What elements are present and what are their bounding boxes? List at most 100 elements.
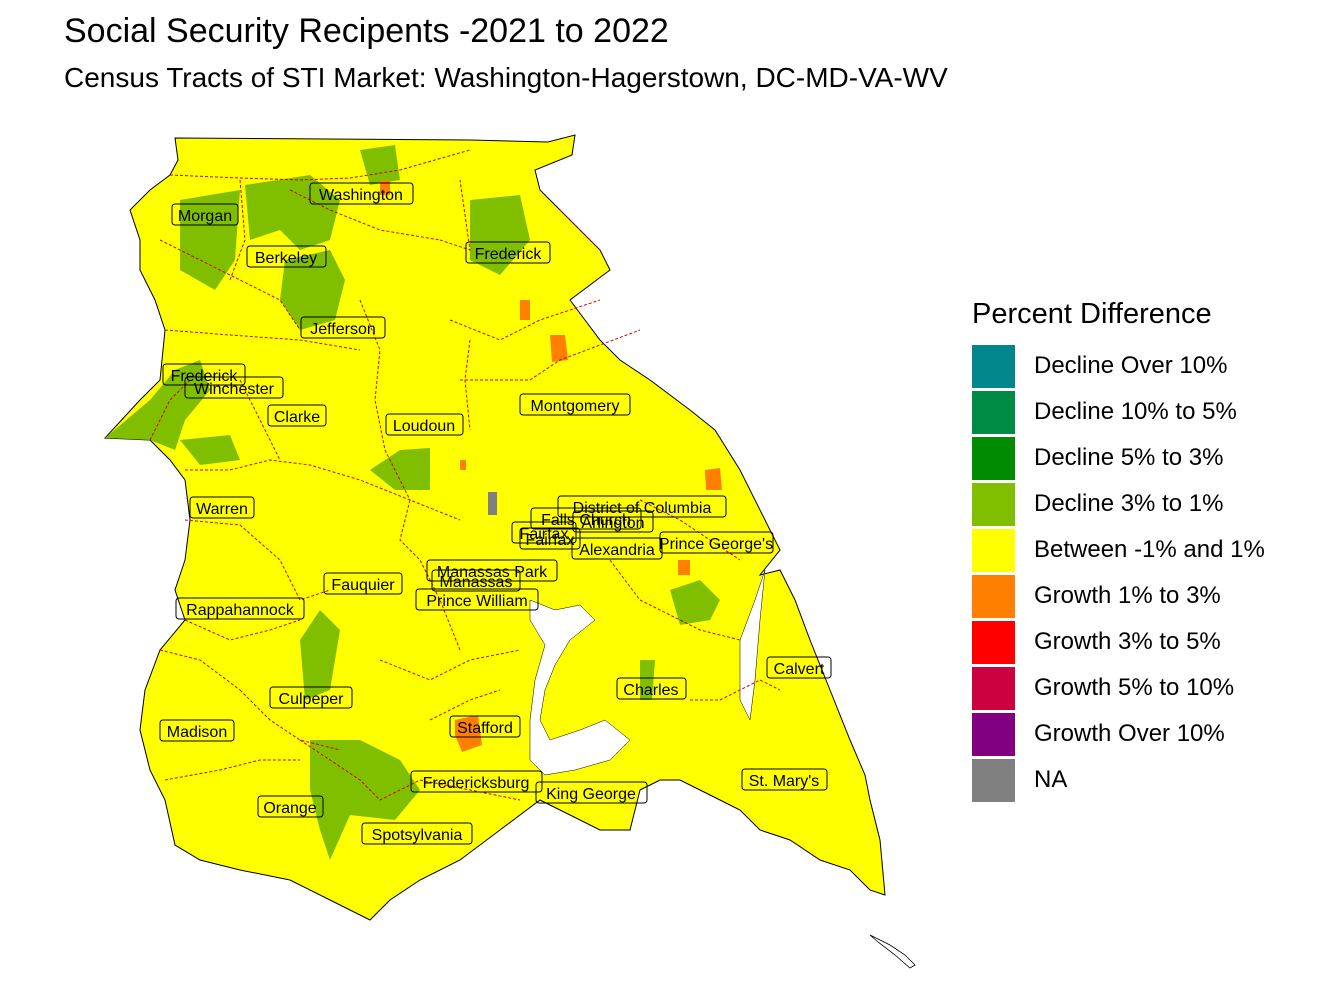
map-subtitle: Census Tracts of STI Market: Washington-… [64,62,948,93]
legend: Percent Difference Decline Over 10% Decli… [972,298,1265,803]
svg-text:Fauquier: Fauquier [331,577,395,594]
svg-text:Winchester: Winchester [194,381,275,398]
legend-swatch [972,574,1015,618]
legend-swatch [972,436,1015,480]
county-label-clarke: Clarke [267,404,327,427]
svg-text:Morgan: Morgan [178,208,232,225]
legend-item: Growth Over 10% [972,711,1265,757]
county-label-orange: Orange [257,795,324,818]
svg-text:Prince William: Prince William [426,593,527,610]
county-label-loudoun: Loudoun [385,413,464,436]
county-label-montgomery: Montgomery [519,393,631,416]
legend-swatch [972,390,1015,434]
svg-text:Prince George's: Prince George's [659,536,773,553]
svg-text:Clarke: Clarke [274,409,320,426]
county-label-king-george: King George [535,781,648,804]
legend-item: Growth 3% to 5% [972,619,1265,665]
legend-label: Growth Over 10% [1034,720,1225,747]
svg-text:Orange: Orange [263,800,316,817]
svg-text:Loudoun: Loudoun [393,418,455,435]
svg-text:Manassas: Manassas [440,574,513,591]
county-label-warren: Warren [189,496,255,519]
legend-label: Decline 5% to 3% [1034,444,1224,471]
svg-text:Alexandria: Alexandria [579,542,655,559]
legend-label: Growth 5% to 10% [1034,674,1235,701]
legend-item: Growth 1% to 3% [972,573,1265,619]
county-boundaries [149,149,781,801]
legend-label: Decline 3% to 1% [1034,490,1224,517]
county-label-morgan: Morgan [171,203,239,226]
svg-text:Falls Church: Falls Church [541,512,631,529]
legend-items: Decline Over 10% Decline 10% to 5% Decline… [972,343,1265,803]
svg-text:Fairfax: Fairfax [520,526,569,543]
county-label-culpeper: Culpeper [269,686,353,709]
legend-label: Decline 10% to 5% [1034,398,1237,425]
county-labels: Washington Morgan Berkeley Frederick Jef… [159,182,832,845]
growth-tract-patches [380,180,722,752]
county-label-fauquier: Fauquier [323,572,403,595]
svg-text:Charles: Charles [623,682,678,699]
legend-swatch [972,712,1015,756]
county-label-frederick-md: Frederick [465,241,551,264]
svg-text:Frederick: Frederick [475,246,543,263]
svg-text:Culpeper: Culpeper [279,691,345,708]
svg-text:Rappahannock: Rappahannock [186,602,295,619]
county-label-madison: Madison [159,719,235,742]
svg-text:Madison: Madison [167,724,227,741]
county-label-fairfax: Fairfax [519,527,581,550]
county-label-stafford: Stafford [449,715,521,738]
legend-label: Growth 3% to 5% [1034,628,1221,655]
county-label-charles: Charles [616,677,687,700]
county-label-rappahannock: Rappahannock [175,597,305,620]
svg-text:Stafford: Stafford [457,720,513,737]
county-label-spotsylvania: Spotsylvania [361,822,473,845]
county-label-winchester: Winchester [184,376,284,399]
county-label-washington: Washington [309,182,414,205]
county-label-fairfax-city: Fairfax [511,521,577,544]
legend-swatch [972,758,1015,802]
county-label-prince-william: Prince William [415,588,539,611]
legend-item: Between -1% and 1% [972,527,1265,573]
svg-text:Arlington: Arlington [581,515,644,532]
county-label-dc: District of Columbia [557,495,727,518]
svg-text:District of Columbia: District of Columbia [573,500,712,517]
county-label-jefferson: Jefferson [300,316,386,339]
svg-text:Montgomery: Montgomery [531,398,620,415]
island-shape [869,934,916,969]
map-title: Social Security Recipents -2021 to 2022 [64,12,669,50]
legend-label: Growth 1% to 3% [1034,582,1221,609]
region-shape [103,134,886,921]
svg-text:Fairfax: Fairfax [526,532,575,549]
na-tract-patch [488,492,497,515]
legend-item: Decline Over 10% [972,343,1265,389]
potomac-river [529,599,631,776]
county-label-manassas: Manassas [431,569,521,592]
county-label-alexandria: Alexandria [571,537,663,560]
svg-text:Calvert: Calvert [774,661,825,678]
legend-label: Decline Over 10% [1034,352,1228,379]
county-label-berkeley: Berkeley [246,245,327,268]
legend-item: Decline 5% to 3% [972,435,1265,481]
county-label-calvert: Calvert [766,656,832,679]
county-label-prince-georges: Prince George's [659,531,774,554]
legend-label: NA [1034,766,1068,793]
legend-item: Decline 10% to 5% [972,389,1265,435]
decline-tract-patches [105,145,720,860]
svg-text:Washington: Washington [319,187,403,204]
legend-swatch [972,620,1015,664]
svg-text:St. Mary's: St. Mary's [749,773,820,790]
legend-swatch [972,482,1015,526]
legend-swatch [972,666,1015,710]
svg-text:Warren: Warren [196,501,248,518]
svg-text:Berkeley: Berkeley [255,250,317,267]
legend-label: Between -1% and 1% [1034,536,1265,563]
county-label-st-marys: St. Mary's [741,768,828,791]
legend-swatch [972,344,1015,388]
svg-text:Spotsylvania: Spotsylvania [372,827,463,844]
svg-text:King George: King George [546,786,636,803]
county-label-arlington: Arlington [572,510,654,533]
legend-swatch [972,528,1015,572]
svg-text:Fredericksburg: Fredericksburg [423,775,530,792]
legend-item: Growth 5% to 10% [972,665,1265,711]
